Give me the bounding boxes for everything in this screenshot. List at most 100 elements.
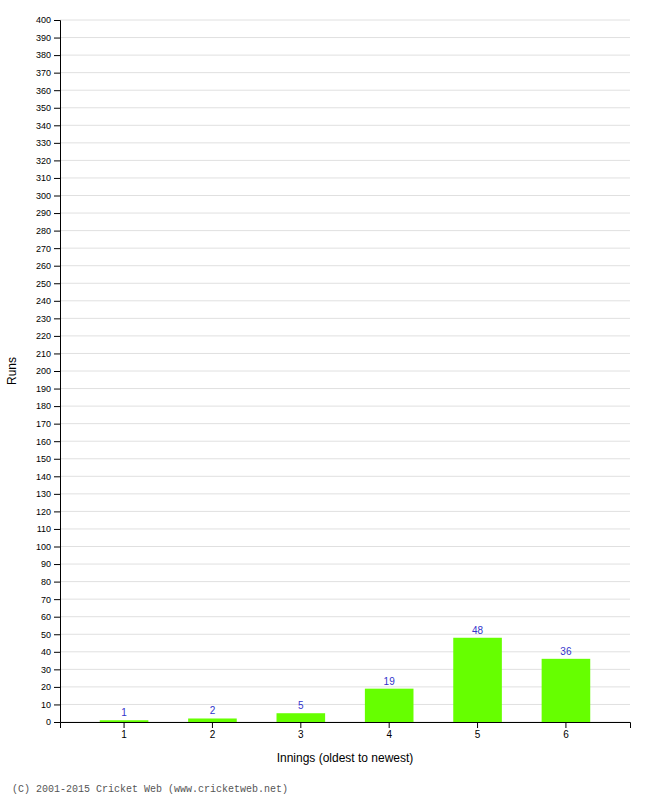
- grid-line: [60, 335, 630, 336]
- tick-mark: [54, 564, 60, 565]
- tick-label: 260: [36, 261, 51, 271]
- tick-mark: [54, 301, 60, 302]
- tick-mark: [54, 283, 60, 284]
- tick: 170: [36, 419, 60, 429]
- tick-label: 300: [36, 191, 51, 201]
- tick: 390: [36, 33, 60, 43]
- tick: 330: [36, 138, 60, 148]
- grid-line: [60, 20, 630, 21]
- grid-line: [60, 511, 630, 512]
- tick-label: 100: [36, 542, 51, 552]
- tick: 250: [36, 279, 60, 289]
- tick: 200: [36, 366, 60, 376]
- tick-label: 30: [41, 665, 51, 675]
- tick-mark: [54, 704, 60, 705]
- y-axis: 0102030405060708090100110120130140150160…: [36, 15, 61, 727]
- tick: 80: [41, 577, 60, 587]
- tick-mark: [54, 248, 60, 249]
- tick-mark: [54, 529, 60, 530]
- tick-mark: [54, 73, 60, 74]
- grid-line: [60, 388, 630, 389]
- tick: 310: [36, 173, 60, 183]
- grid-line: [60, 265, 630, 266]
- tick-label: 5: [475, 729, 481, 740]
- tick-mark: [54, 90, 60, 91]
- tick: 10: [41, 700, 60, 710]
- data-label: 19: [384, 676, 396, 687]
- tick-mark: [54, 353, 60, 354]
- tick-label: 120: [36, 507, 51, 517]
- grid-line: [60, 546, 630, 547]
- tick: 320: [36, 156, 60, 166]
- grid-line: [60, 318, 630, 319]
- tick-label: 290: [36, 208, 51, 218]
- tick-label: 210: [36, 349, 51, 359]
- grid-line: [60, 528, 630, 529]
- tick: 120: [36, 507, 60, 517]
- tick-mark: [565, 722, 566, 728]
- y-axis-title: Runs: [5, 357, 19, 385]
- grid-line: [60, 248, 630, 249]
- tick-label: 270: [36, 244, 51, 254]
- tick-mark: [54, 318, 60, 319]
- bar: [277, 713, 326, 722]
- tick-label: 150: [36, 454, 51, 464]
- grid-line: [60, 125, 630, 126]
- tick-label: 200: [36, 366, 51, 376]
- tick-mark: [54, 160, 60, 161]
- tick: 340: [36, 121, 60, 131]
- tick-label: 4: [386, 729, 392, 740]
- x-axis-title: Innings (oldest to newest): [277, 751, 414, 765]
- tick-label: 360: [36, 86, 51, 96]
- tick-label: 390: [36, 33, 51, 43]
- grid-line: [60, 458, 630, 459]
- tick: 90: [41, 559, 60, 569]
- data-label: 5: [298, 700, 304, 711]
- grid-line: [60, 616, 630, 617]
- tick-label: 3: [298, 729, 304, 740]
- tick-label: 380: [36, 50, 51, 60]
- tick-mark: [54, 143, 60, 144]
- tick-label: 130: [36, 489, 51, 499]
- tick: 6: [563, 722, 569, 740]
- tick-label: 80: [41, 577, 51, 587]
- grid-line: [60, 493, 630, 494]
- tick-label: 20: [41, 682, 51, 692]
- tick-label: 340: [36, 121, 51, 131]
- tick: 150: [36, 454, 60, 464]
- grid-line: [60, 651, 630, 652]
- tick-label: 0: [46, 717, 51, 727]
- tick-mark: [389, 722, 390, 728]
- tick-mark: [54, 652, 60, 653]
- tick-mark: [300, 722, 301, 728]
- tick-mark: [54, 599, 60, 600]
- grid-line: [60, 564, 630, 565]
- tick-label: 170: [36, 419, 51, 429]
- plot-area: 0102030405060708090100110120130140150160…: [36, 15, 631, 740]
- tick-label: 40: [41, 647, 51, 657]
- tick-mark: [54, 389, 60, 390]
- tick: 140: [36, 472, 60, 482]
- tick: 350: [36, 103, 60, 113]
- axis-line: [61, 723, 631, 729]
- tick-label: 400: [36, 15, 51, 25]
- tick: 370: [36, 68, 60, 78]
- tick-mark: [54, 55, 60, 56]
- grid-line: [60, 107, 630, 108]
- data-label: 36: [560, 646, 572, 657]
- tick-label: 50: [41, 630, 51, 640]
- tick-label: 160: [36, 437, 51, 447]
- tick-mark: [477, 722, 478, 728]
- grid-line: [60, 160, 630, 161]
- tick-mark: [54, 441, 60, 442]
- grid-line: [60, 230, 630, 231]
- tick-mark: [54, 125, 60, 126]
- tick: 50: [41, 630, 60, 640]
- tick-label: 190: [36, 384, 51, 394]
- grid: [60, 20, 630, 722]
- tick-label: 70: [41, 595, 51, 605]
- tick-label: 180: [36, 401, 51, 411]
- tick: 1: [121, 722, 127, 740]
- axis-line: [54, 21, 61, 723]
- tick-mark: [54, 494, 60, 495]
